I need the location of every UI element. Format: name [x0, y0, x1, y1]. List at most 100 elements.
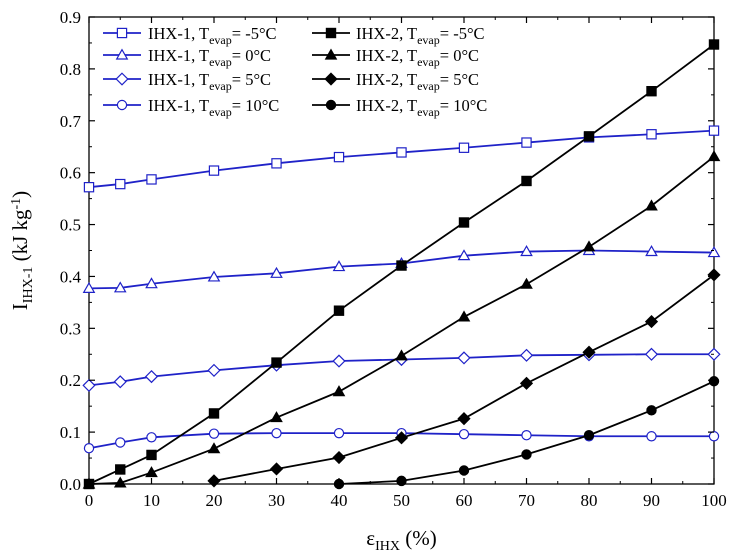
y-tick-label: 0.5 — [60, 216, 81, 235]
diamond-marker — [324, 72, 338, 86]
diamond-marker — [82, 378, 96, 393]
square-marker — [271, 357, 282, 368]
square-marker — [115, 464, 126, 475]
y-tick-label: 0.9 — [60, 8, 81, 27]
x-tick-label: 70 — [518, 491, 535, 510]
triangle-marker — [645, 199, 658, 211]
triangle-marker — [145, 466, 158, 478]
x-tick-label: 60 — [456, 491, 473, 510]
x-tick-label: 90 — [643, 491, 660, 510]
circle-marker — [208, 428, 220, 439]
y-axis-title: IIHX-1 (kJ kg-1) — [8, 191, 36, 310]
diamond-marker — [332, 354, 346, 368]
diamond-marker — [519, 376, 534, 390]
triangle-marker — [207, 270, 221, 282]
y-tick-label: 0.2 — [60, 371, 81, 390]
triangle-marker — [707, 246, 721, 258]
y-tick-label: 0.3 — [60, 319, 81, 338]
y-tick-label: 0.7 — [60, 112, 82, 131]
square-marker — [208, 408, 220, 419]
series-1 — [83, 125, 720, 193]
square-marker — [646, 129, 657, 140]
square-marker — [521, 137, 532, 148]
legend-item: IHX-2, Tevap= -5°C — [312, 24, 485, 47]
triangle-marker — [324, 48, 338, 60]
triangle-marker — [207, 442, 221, 454]
y-tick-label: 0.8 — [60, 60, 81, 79]
diamond-marker — [707, 268, 721, 282]
diamond-marker — [144, 369, 159, 384]
legend-item: IHX-2, Tevap= 10°C — [312, 96, 487, 119]
diamond-marker — [113, 375, 127, 389]
x-tick-label: 50 — [393, 491, 410, 510]
square-marker — [208, 165, 220, 176]
legend-label: IHX-1, Tevap= 0°C — [148, 46, 271, 69]
diamond-marker — [269, 462, 284, 476]
square-marker — [271, 158, 282, 169]
circle-marker — [115, 437, 126, 448]
x-tick-label: 30 — [268, 491, 285, 510]
triangle-marker — [457, 249, 471, 261]
circle-marker — [521, 449, 532, 460]
square-marker — [333, 305, 345, 316]
y-tick-label: 0.4 — [60, 267, 82, 286]
circle-marker — [708, 376, 720, 387]
triangle-marker — [270, 266, 283, 278]
square-marker — [396, 260, 407, 271]
square-marker — [583, 131, 595, 142]
legend-item: IHX-2, Tevap= 0°C — [312, 46, 479, 69]
diamond-marker — [457, 412, 471, 426]
square-marker — [708, 125, 720, 136]
square-marker — [116, 27, 128, 39]
x-tick-label: 80 — [581, 491, 598, 510]
triangle-marker — [82, 281, 96, 293]
legend-label: IHX-1, Tevap= 5°C — [148, 70, 271, 93]
diamond-marker — [207, 363, 221, 377]
circle-marker — [458, 465, 470, 476]
legend-item: IHX-2, Tevap= 5°C — [312, 70, 479, 93]
x-tick-label: 10 — [143, 491, 160, 510]
triangle-marker — [707, 150, 721, 162]
x-tick-label: 20 — [206, 491, 223, 510]
x-tick-label: 100 — [701, 491, 727, 510]
x-axis-title: εIHX (%) — [366, 526, 436, 554]
series-2 — [82, 244, 721, 293]
triangle-marker — [582, 240, 596, 252]
triangle-marker — [395, 349, 408, 361]
legend-label: IHX-1, Tevap= -5°C — [148, 24, 277, 47]
legend-label: IHX-2, Tevap= -5°C — [356, 24, 485, 47]
circle-marker — [646, 431, 657, 442]
y-tick-label: 0.0 — [60, 475, 81, 494]
circle-marker — [271, 427, 282, 439]
triangle-marker — [457, 310, 471, 322]
legend-label: IHX-2, Tevap= 10°C — [356, 96, 487, 119]
square-marker — [458, 142, 470, 153]
y-tick-label: 0.1 — [60, 423, 81, 442]
square-marker — [146, 449, 157, 461]
legend-label: IHX-2, Tevap= 5°C — [356, 70, 479, 93]
diamond-marker — [644, 314, 659, 329]
triangle-marker — [270, 411, 283, 423]
series-line — [88, 43, 715, 485]
series-group — [82, 39, 721, 490]
circle-marker — [521, 430, 532, 441]
series-line — [88, 155, 715, 485]
series-line — [88, 432, 714, 450]
series-line — [213, 274, 715, 482]
diamond-marker — [394, 431, 409, 445]
triangle-marker — [520, 245, 533, 257]
circle-marker — [116, 99, 128, 111]
triangle-marker — [332, 260, 346, 272]
square-marker — [458, 217, 470, 228]
diamond-marker — [115, 72, 129, 86]
diamond-marker — [457, 351, 471, 365]
y-tick-label: 0.6 — [60, 164, 81, 183]
triangle-marker — [332, 385, 346, 397]
square-marker — [646, 86, 657, 97]
circle-marker — [458, 428, 470, 440]
diamond-marker — [582, 345, 596, 359]
legend-item: IHX-1, Tevap= 10°C — [103, 96, 279, 119]
diamond-marker — [644, 347, 659, 361]
circle-marker — [333, 427, 345, 439]
